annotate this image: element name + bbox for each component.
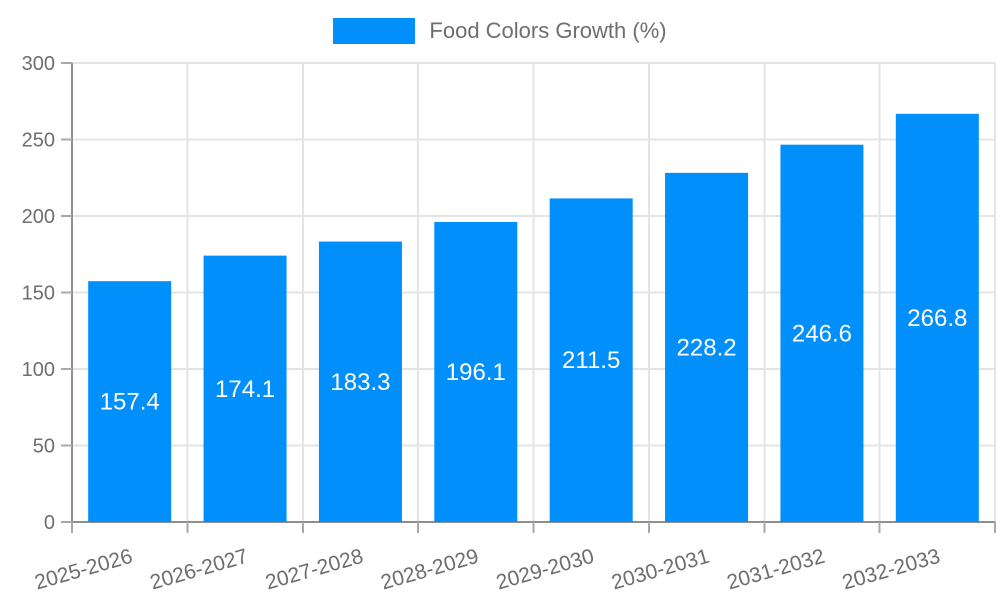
bar xyxy=(318,241,402,522)
legend-item[interactable]: Food Colors Growth (%) xyxy=(0,17,1000,45)
x-category-label: 2028-2029 xyxy=(378,545,481,595)
x-category-label: 2025-2026 xyxy=(32,545,135,595)
legend-swatch xyxy=(333,18,416,44)
bar xyxy=(88,281,172,522)
y-tick-label: 0 xyxy=(44,512,55,534)
legend-label: Food Colors Growth (%) xyxy=(429,18,667,43)
x-category-label: 2032-2033 xyxy=(840,545,943,595)
bar xyxy=(665,172,749,522)
bar-value-label: 157.4 xyxy=(100,389,160,416)
bar xyxy=(780,144,864,522)
bar xyxy=(895,113,979,523)
bar-value-label: 228.2 xyxy=(677,334,737,361)
y-tick-label: 300 xyxy=(22,53,55,75)
x-category-label: 2026-2027 xyxy=(148,545,251,595)
y-tick-label: 50 xyxy=(33,436,55,458)
x-category-label: 2031-2032 xyxy=(724,545,827,595)
bar-value-label: 196.1 xyxy=(446,359,506,386)
y-tick-label: 100 xyxy=(22,359,55,381)
bar-value-label: 174.1 xyxy=(215,376,275,403)
bar-value-label: 211.5 xyxy=(562,347,620,374)
bar xyxy=(434,221,518,523)
y-tick-label: 200 xyxy=(22,206,55,228)
x-category-label: 2027-2028 xyxy=(263,545,366,595)
y-tick-label: 250 xyxy=(22,130,55,152)
x-category-label: 2029-2030 xyxy=(494,545,597,595)
x-category-label: 2030-2031 xyxy=(609,545,712,595)
bar xyxy=(203,255,287,522)
y-tick-label: 150 xyxy=(22,283,55,305)
bar-value-label: 246.6 xyxy=(792,320,852,347)
bar-value-label: 266.8 xyxy=(907,305,967,332)
bar-value-label: 183.3 xyxy=(330,369,390,396)
bar xyxy=(549,198,633,522)
